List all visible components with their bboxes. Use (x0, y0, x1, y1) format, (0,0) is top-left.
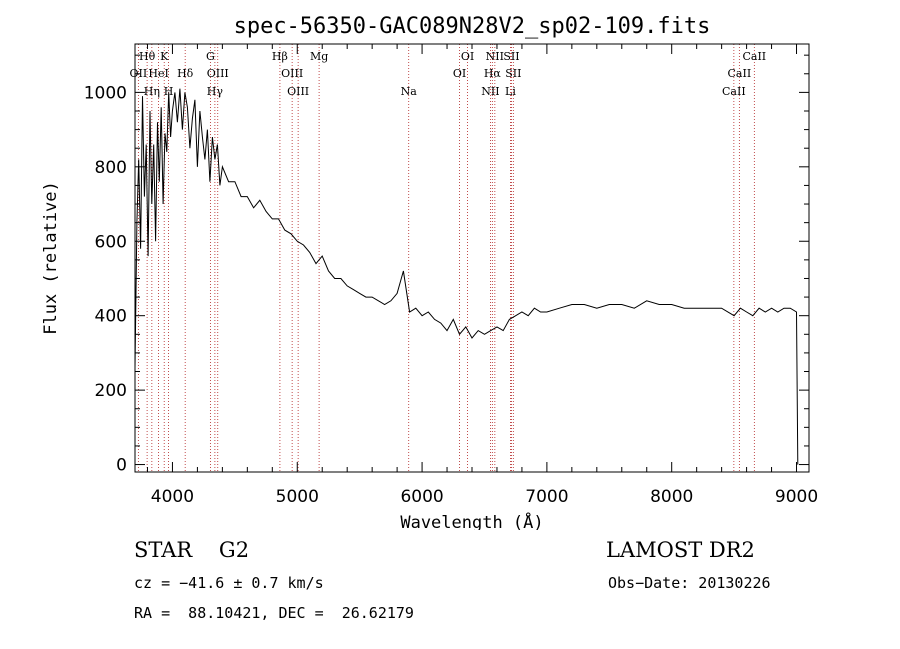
line-label: OI (461, 50, 474, 63)
y-axis-label: Flux (relative) (41, 181, 61, 335)
x-tick-label: 6000 (400, 487, 443, 507)
ra-dec: RA = 88.10421, DEC = 26.62179 (134, 604, 414, 622)
y-tick-label: 800 (95, 158, 127, 178)
y-tick-label: 200 (95, 381, 127, 401)
line-label: Hβ (272, 50, 288, 63)
line-label: Hθ (139, 50, 156, 63)
x-tick-label: 9000 (775, 487, 818, 507)
line-label: OIII (281, 67, 303, 80)
line-label: Na (401, 85, 418, 98)
line-label: OI (453, 67, 466, 80)
x-tick-label: 7000 (525, 487, 568, 507)
line-label: OII (130, 67, 148, 80)
line-label: CaII (728, 67, 752, 80)
line-label: CaII (742, 50, 766, 63)
line-label: SII (505, 67, 521, 80)
line-label: OIII (287, 85, 309, 98)
x-axis-label: Wavelength (Å) (400, 511, 543, 530)
line-label: Hη (144, 85, 160, 98)
redshift-cz: cz = −41.6 ± 0.7 km/s (134, 574, 324, 592)
x-tick-label: 5000 (276, 487, 319, 507)
y-tick-label: 400 (95, 307, 127, 327)
line-label: H (164, 85, 174, 98)
observation-date: Obs−Date: 20130226 (608, 574, 771, 592)
line-label: K (160, 50, 169, 63)
y-tick-label: 1000 (84, 83, 127, 103)
plot-frame (134, 43, 810, 473)
line-label: SII (503, 50, 519, 63)
spectrum-line (134, 88, 799, 465)
line-label: Li (505, 85, 516, 98)
y-tick-label: 0 (116, 456, 127, 476)
line-label: NII (481, 85, 499, 98)
x-tick-label: 4000 (151, 487, 194, 507)
x-tick-label: 8000 (650, 487, 693, 507)
object-class: STAR G2 (134, 538, 250, 562)
line-label: NII (486, 50, 504, 63)
line-label: OIII (207, 67, 229, 80)
line-markers (137, 44, 755, 472)
axis-ticks: 4000 5000 6000 7000 8000 9000 0 200 400 600 800 100… (84, 44, 818, 507)
y-tick-label: 600 (95, 232, 127, 252)
line-label: HeI (148, 67, 168, 80)
survey-name: LAMOST DR2 (606, 538, 755, 562)
line-label: Hγ (207, 85, 224, 98)
line-label: G (206, 50, 215, 63)
line-label: Hδ (177, 67, 194, 80)
spectrum-series (134, 88, 799, 465)
line-label: CaII (722, 85, 746, 98)
spectrum-chart: spec-56350-GAC089N28V2_sp02-109.fits 400… (41, 14, 818, 530)
line-label: Mg (310, 50, 328, 63)
line-label: Hα (484, 67, 502, 80)
chart-title: spec-56350-GAC089N28V2_sp02-109.fits (234, 14, 711, 39)
